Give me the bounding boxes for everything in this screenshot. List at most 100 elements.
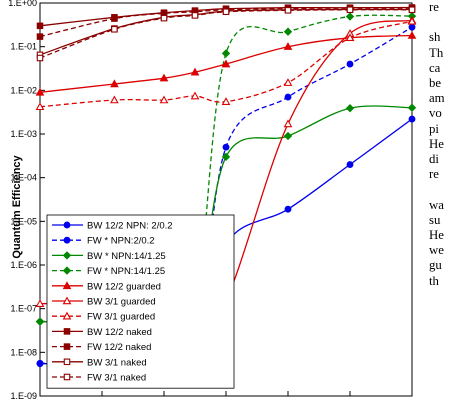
legend-label: FW 12/2 naked: [87, 342, 151, 353]
data-point-square: [284, 7, 292, 14]
y-tick-label: 1.E-06: [10, 260, 37, 270]
data-point-square: [408, 6, 416, 14]
legend-entry: BW 3/1 guarded: [52, 296, 156, 308]
data-point-diamond: [345, 104, 355, 113]
y-axis-label: Quantum Efficiency: [11, 154, 23, 258]
side-text-fragment: re sh Th ca be am vo pi He di re wa su He we gu th: [429, 0, 474, 400]
legend-label: FW 3/1 guarded: [87, 312, 155, 323]
side-text-line: di: [429, 152, 439, 167]
data-point-diamond: [407, 103, 417, 112]
y-tick-label: 1.E-05: [10, 216, 37, 226]
data-point-circle: [63, 221, 71, 229]
side-text-line: we: [429, 243, 444, 258]
y-tick-label: 1.E-07: [10, 304, 37, 314]
data-point-square: [222, 8, 230, 16]
data-point-triangle: [110, 95, 119, 104]
side-text-line: He: [429, 228, 444, 243]
data-point-circle: [284, 93, 292, 101]
data-point-diamond: [221, 152, 231, 162]
data-point-circle: [63, 236, 71, 244]
legend-label: BW 3/1 guarded: [87, 297, 156, 308]
side-text-line: ca: [429, 60, 441, 75]
data-point-triangle: [345, 33, 355, 42]
data-point-square: [36, 54, 44, 62]
side-text-line: th: [429, 273, 439, 288]
series-4: [35, 30, 417, 96]
data-point-square: [111, 26, 118, 33]
data-point-triangle: [35, 87, 45, 96]
side-text-line: [429, 15, 474, 30]
data-point-triangle: [190, 91, 200, 100]
data-point-triangle: [407, 30, 417, 39]
side-text-line: su: [429, 212, 441, 227]
data-point-square: [191, 12, 199, 19]
data-point-diamond: [62, 251, 72, 260]
data-point-square: [160, 14, 168, 22]
data-point-square: [63, 373, 71, 381]
data-point-diamond: [345, 12, 355, 21]
legend-label: FW * NPN:2/0.2: [87, 236, 155, 247]
data-point-diamond: [62, 266, 72, 275]
data-point-circle: [408, 115, 416, 123]
data-point-circle: [346, 161, 354, 168]
data-point-diamond: [221, 49, 231, 58]
side-text-line: re: [429, 167, 439, 182]
legend-label: FW 3/1 naked: [87, 373, 146, 384]
data-point-square: [63, 343, 71, 350]
legend-label: BW 12/2 naked: [87, 327, 152, 338]
data-point-diamond: [283, 131, 293, 141]
legend-entry: BW 12/2 NPN: 2/0.2: [52, 221, 173, 232]
data-point-circle: [408, 23, 416, 31]
y-tick-label: 1.E-09: [10, 391, 37, 400]
data-point-triangle: [221, 59, 231, 68]
data-point-triangle: [190, 67, 200, 76]
data-point-triangle: [407, 16, 417, 25]
side-text-line: re: [429, 0, 439, 14]
legend-label: BW 12/2 NPN: 2/0.2: [87, 221, 173, 232]
data-point-circle: [346, 60, 354, 68]
side-text-line: He: [429, 136, 444, 151]
data-point-triangle: [221, 97, 231, 105]
legend-entry: FW 3/1 guarded: [52, 311, 155, 323]
data-point-circle: [36, 359, 44, 367]
legend-label: BW 12/2 guarded: [87, 281, 161, 292]
data-point-triangle: [159, 95, 169, 104]
data-point-triangle: [62, 281, 72, 290]
legend-label: FW * NPN:14/1.25: [87, 266, 165, 277]
x-axis-ticks: [101, 391, 351, 396]
series-6: [35, 16, 417, 111]
legend-entry: BW 12/2 naked: [52, 327, 152, 338]
legend-entry: FW * NPN:14/1.25: [52, 266, 165, 277]
legend-entry: FW 12/2 naked: [52, 342, 151, 353]
data-point-square: [63, 358, 71, 366]
side-text-line: pi: [429, 121, 439, 136]
side-text-line: be: [429, 76, 442, 91]
data-point-circle: [284, 205, 292, 213]
y-tick-label: 1.E-08: [10, 347, 37, 357]
data-point-square: [111, 15, 118, 22]
data-point-square: [346, 6, 354, 14]
data-point-square: [36, 33, 44, 40]
data-point-triangle: [283, 42, 293, 50]
legend-label: BW * NPN:14/1.25: [87, 251, 166, 262]
legend-entry: BW 12/2 guarded: [52, 281, 161, 292]
side-text-line: Th: [429, 45, 444, 60]
data-point-triangle: [283, 119, 293, 128]
side-text-line: vo: [429, 106, 442, 121]
data-point-diamond: [283, 27, 293, 36]
side-text-line: am: [429, 91, 445, 106]
data-point-triangle: [62, 311, 72, 320]
data-point-square: [36, 22, 44, 30]
data-point-triangle: [62, 296, 72, 305]
data-point-triangle: [35, 299, 45, 307]
y-tick-label: 1.E-04: [10, 173, 37, 183]
series-10: [36, 6, 416, 62]
data-point-square: [63, 328, 71, 335]
data-point-triangle: [283, 78, 293, 86]
legend-entry: BW 3/1 naked: [52, 357, 147, 368]
data-point-triangle: [159, 73, 169, 82]
legend-entry: FW * NPN:2/0.2: [52, 236, 155, 247]
y-tick-label: 1.E+00: [8, 0, 37, 8]
